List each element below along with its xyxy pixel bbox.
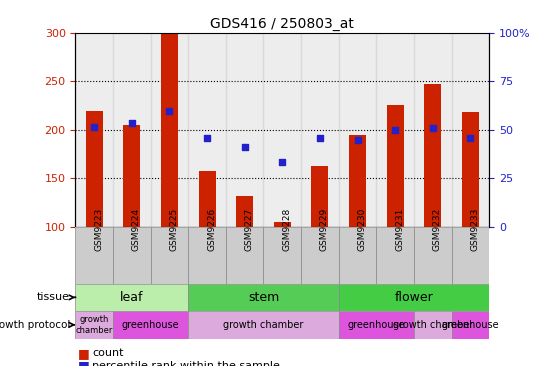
Text: GSM9225: GSM9225 (169, 208, 178, 251)
Bar (376, 227, 414, 284)
Bar (113, 311, 188, 339)
Text: GSM9227: GSM9227 (245, 208, 254, 251)
Bar (462, 112, 479, 227)
Text: GSM9233: GSM9233 (470, 208, 479, 251)
Point (240, 145, 249, 150)
Point (391, 127, 400, 133)
Text: tissue: tissue (37, 292, 70, 302)
Text: greenhouse: greenhouse (442, 320, 499, 330)
Bar (424, 84, 441, 227)
Text: growth protocol: growth protocol (0, 320, 70, 330)
Bar (113, 227, 151, 284)
Bar (188, 227, 226, 284)
Text: leaf: leaf (120, 291, 144, 304)
Bar (414, 311, 452, 339)
Text: stem: stem (248, 291, 279, 304)
Text: greenhouse: greenhouse (348, 320, 405, 330)
Bar (188, 33, 226, 227)
Bar (151, 227, 188, 284)
Text: count: count (92, 348, 124, 358)
Text: growth
chamber: growth chamber (75, 315, 113, 335)
Text: GSM9226: GSM9226 (207, 208, 216, 251)
Text: ■: ■ (78, 359, 90, 366)
Bar (301, 227, 339, 284)
Point (165, 108, 174, 113)
Text: flower: flower (395, 291, 433, 304)
Text: growth chamber: growth chamber (392, 320, 473, 330)
Text: percentile rank within the sample: percentile rank within the sample (92, 361, 280, 366)
Text: greenhouse: greenhouse (122, 320, 179, 330)
Point (353, 137, 362, 142)
Bar (339, 284, 489, 311)
Bar (75, 227, 113, 284)
Bar (339, 227, 376, 284)
Point (127, 120, 136, 126)
Bar (151, 33, 188, 227)
Bar (236, 196, 253, 227)
Bar (198, 171, 216, 227)
Bar (274, 222, 291, 227)
Bar (414, 33, 452, 227)
Bar (86, 111, 103, 227)
Bar (75, 284, 188, 311)
Bar (301, 33, 339, 227)
Bar (124, 125, 140, 227)
Text: GSM9224: GSM9224 (132, 208, 141, 251)
Text: GSM9229: GSM9229 (320, 208, 329, 251)
Bar (263, 227, 301, 284)
Bar (226, 227, 263, 284)
Bar (339, 33, 376, 227)
Bar (113, 33, 151, 227)
Title: GDS416 / 250803_at: GDS416 / 250803_at (210, 16, 354, 30)
Point (428, 125, 437, 131)
Bar (226, 33, 263, 227)
Bar (311, 166, 328, 227)
Bar (188, 284, 339, 311)
Bar (414, 227, 452, 284)
Point (278, 159, 287, 165)
Bar (188, 311, 339, 339)
Bar (376, 33, 414, 227)
Point (466, 135, 475, 141)
Text: GSM9228: GSM9228 (282, 208, 291, 251)
Bar (161, 33, 178, 227)
Bar (75, 33, 113, 227)
Bar (452, 227, 489, 284)
Bar (349, 135, 366, 227)
Bar (75, 311, 113, 339)
Point (90, 124, 99, 130)
Bar (339, 311, 414, 339)
Bar (387, 105, 404, 227)
Text: GSM9232: GSM9232 (433, 208, 442, 251)
Text: GSM9223: GSM9223 (94, 208, 103, 251)
Point (315, 135, 324, 141)
Point (202, 135, 211, 141)
Text: GSM9231: GSM9231 (395, 208, 404, 251)
Text: GSM9230: GSM9230 (358, 208, 367, 251)
Text: growth chamber: growth chamber (223, 320, 304, 330)
Bar (263, 33, 301, 227)
Bar (452, 311, 489, 339)
Bar (452, 33, 489, 227)
Text: ■: ■ (78, 347, 90, 360)
